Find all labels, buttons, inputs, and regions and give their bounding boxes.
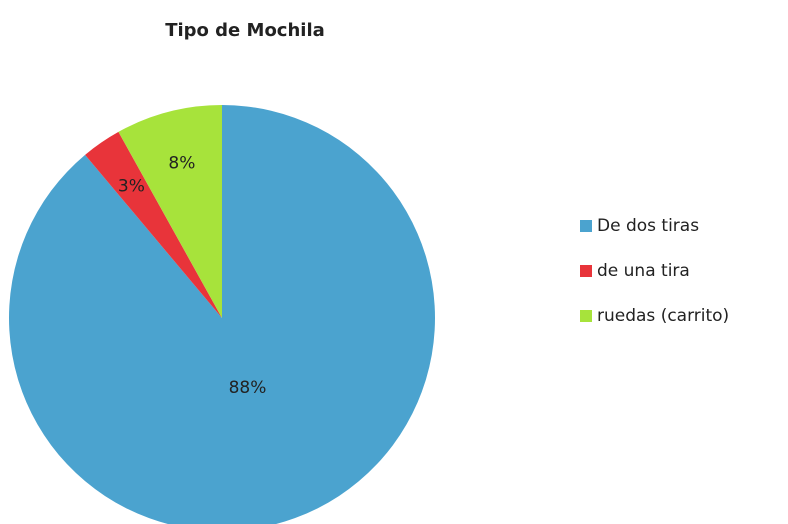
legend-label: ruedas (carrito) bbox=[597, 306, 729, 326]
legend-swatch bbox=[580, 265, 592, 277]
data-label: 88% bbox=[229, 378, 267, 398]
chart-title: Tipo de Mochila bbox=[165, 20, 325, 41]
legend-swatch bbox=[580, 220, 592, 232]
legend-label: De dos tiras bbox=[597, 216, 699, 236]
pie-slice bbox=[85, 131, 222, 318]
pie-slice bbox=[118, 105, 222, 318]
data-label: 3% bbox=[118, 176, 145, 196]
legend-swatch bbox=[580, 310, 592, 322]
legend-label: de una tira bbox=[597, 261, 690, 281]
pie-slice bbox=[9, 105, 435, 524]
data-label: 8% bbox=[168, 153, 195, 173]
